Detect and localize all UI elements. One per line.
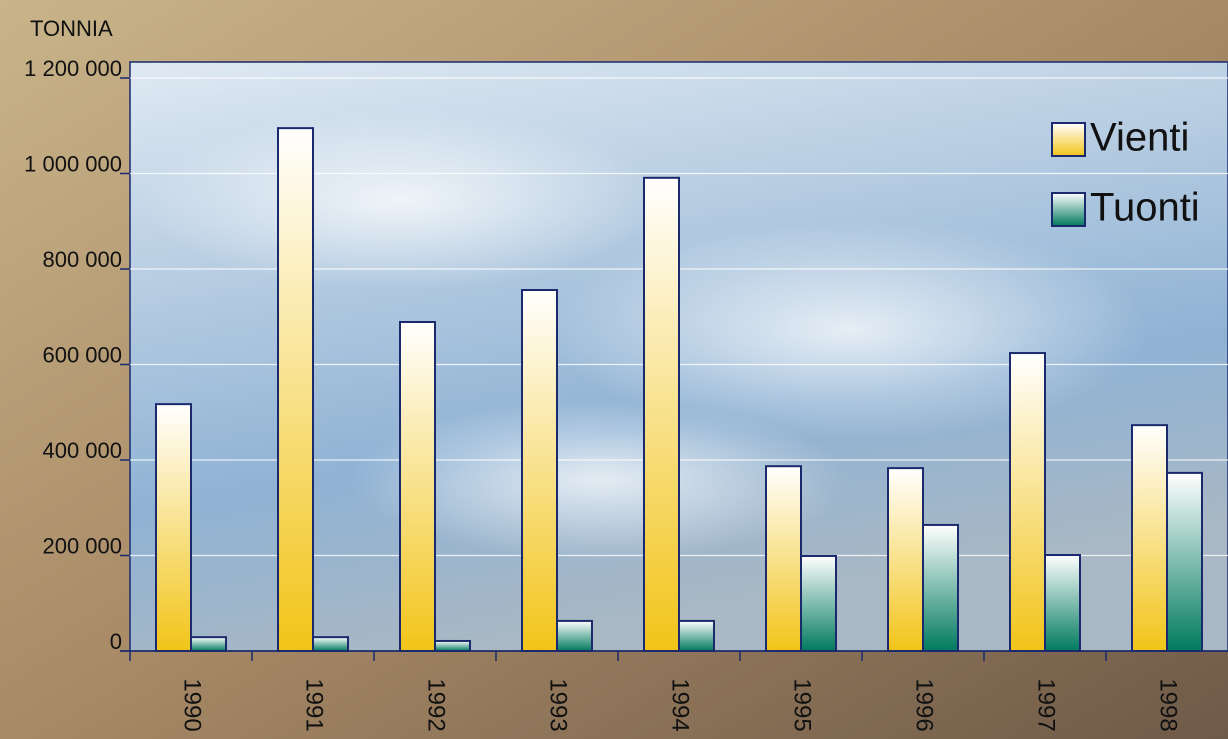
y-tick-label: 600 000 [42,343,122,368]
legend-swatch [1052,193,1085,226]
bar [435,641,470,651]
bar [1132,425,1167,651]
x-tick-label: 1993 [545,678,572,731]
y-axis-label: TONNIA [30,16,113,41]
bar [766,466,801,651]
y-tick-label: 1 200 000 [24,56,122,81]
y-tick-label: 800 000 [42,247,122,272]
bar [156,404,191,651]
bar [1167,473,1202,651]
y-tick-label: 200 000 [42,534,122,559]
chart: TONNIA 0200 000400 000600 000800 0001 00… [0,0,1228,739]
x-tick-label: 1990 [179,678,206,731]
bar [923,525,958,651]
x-tick-label: 1995 [789,678,816,731]
bar [522,290,557,651]
x-tick-label: 1996 [911,678,938,731]
bar [1010,353,1045,651]
y-tick-label: 400 000 [42,438,122,463]
bar [888,468,923,651]
legend-label: Tuonti [1090,186,1200,230]
x-tick-label: 1992 [423,678,450,731]
bar [278,128,313,651]
legend-label: Vienti [1090,116,1189,160]
x-tick-label: 1997 [1033,678,1060,731]
x-tick-label: 1994 [667,678,694,731]
bar [557,621,592,651]
legend-swatch [1052,123,1085,156]
bar [191,637,226,651]
cloud [140,110,660,290]
bar [313,637,348,651]
bar [400,322,435,651]
x-tick-label: 1991 [301,678,328,731]
bar [644,178,679,651]
bar [801,556,836,651]
x-tick-label: 1998 [1155,678,1182,731]
bar [679,621,714,651]
bar [1045,555,1080,651]
y-tick-label: 1 000 000 [24,152,122,177]
